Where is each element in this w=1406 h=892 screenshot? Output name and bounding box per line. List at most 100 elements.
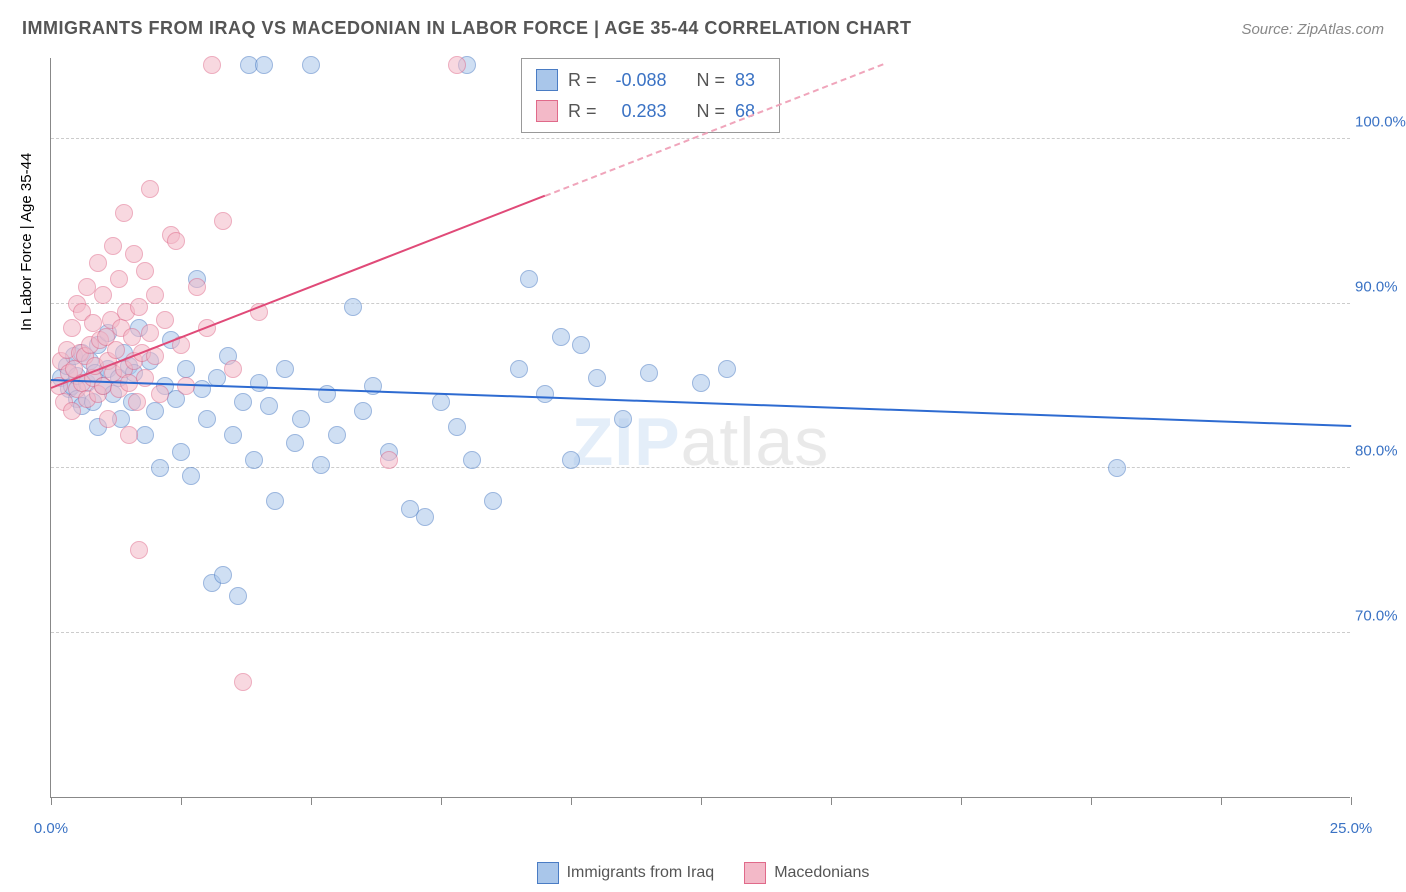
x-tick xyxy=(831,797,832,805)
data-point xyxy=(463,451,481,469)
x-tick xyxy=(1091,797,1092,805)
data-point xyxy=(229,587,247,605)
data-point xyxy=(562,451,580,469)
data-point xyxy=(136,262,154,280)
data-point xyxy=(250,374,268,392)
data-point xyxy=(588,369,606,387)
data-point xyxy=(260,397,278,415)
data-point xyxy=(692,374,710,392)
gridline xyxy=(51,632,1350,633)
data-point xyxy=(286,434,304,452)
data-point xyxy=(234,393,252,411)
data-point xyxy=(520,270,538,288)
data-point xyxy=(416,508,434,526)
x-tick xyxy=(1221,797,1222,805)
data-point xyxy=(536,385,554,403)
r-label: R = xyxy=(568,96,597,127)
data-point xyxy=(193,380,211,398)
data-point xyxy=(110,270,128,288)
data-point xyxy=(224,426,242,444)
data-point xyxy=(136,426,154,444)
data-point xyxy=(128,393,146,411)
data-point xyxy=(718,360,736,378)
data-point xyxy=(89,254,107,272)
series-swatch xyxy=(536,69,558,91)
data-point xyxy=(448,418,466,436)
data-point xyxy=(1108,459,1126,477)
legend-label: Macedonians xyxy=(774,864,869,882)
data-point xyxy=(177,360,195,378)
x-tick xyxy=(51,797,52,805)
data-point xyxy=(224,360,242,378)
data-point xyxy=(245,451,263,469)
y-tick-label: 90.0% xyxy=(1355,278,1406,295)
series-swatch xyxy=(536,100,558,122)
data-point xyxy=(146,286,164,304)
data-point xyxy=(130,298,148,316)
gridline xyxy=(51,467,1350,468)
data-point xyxy=(432,393,450,411)
correlation-stats-box: R =-0.088 N =83R =0.283 N =68 xyxy=(521,58,780,133)
watermark: ZIPatlas xyxy=(572,403,829,481)
data-point xyxy=(125,245,143,263)
data-point xyxy=(198,410,216,428)
data-point xyxy=(156,311,174,329)
data-point xyxy=(302,56,320,74)
trend-line xyxy=(51,195,546,389)
gridline xyxy=(51,303,1350,304)
data-point xyxy=(380,451,398,469)
data-point xyxy=(141,180,159,198)
x-tick xyxy=(441,797,442,805)
data-point xyxy=(344,298,362,316)
data-point xyxy=(151,385,169,403)
data-point xyxy=(234,673,252,691)
x-tick xyxy=(961,797,962,805)
x-tick xyxy=(311,797,312,805)
data-point xyxy=(354,402,372,420)
x-tick-label: 0.0% xyxy=(34,820,68,837)
y-tick-label: 100.0% xyxy=(1355,114,1406,131)
r-value: 0.283 xyxy=(607,96,667,127)
data-point xyxy=(141,324,159,342)
data-point xyxy=(510,360,528,378)
data-point xyxy=(104,237,122,255)
data-point xyxy=(640,364,658,382)
data-point xyxy=(614,410,632,428)
data-point xyxy=(255,56,273,74)
data-point xyxy=(266,492,284,510)
n-label: N = xyxy=(697,65,726,96)
legend: Immigrants from Iraq Macedonians xyxy=(0,862,1406,884)
y-tick-label: 70.0% xyxy=(1355,607,1406,624)
data-point xyxy=(214,566,232,584)
data-point xyxy=(182,467,200,485)
gridline xyxy=(51,138,1350,139)
legend-label: Immigrants from Iraq xyxy=(567,864,715,882)
data-point xyxy=(123,328,141,346)
data-point xyxy=(312,456,330,474)
data-point xyxy=(448,56,466,74)
data-point xyxy=(99,410,117,428)
legend-item: Macedonians xyxy=(744,862,869,884)
data-point xyxy=(167,232,185,250)
data-point xyxy=(94,286,112,304)
n-value: 83 xyxy=(735,65,765,96)
data-point xyxy=(214,212,232,230)
data-point xyxy=(115,204,133,222)
stats-row: R =-0.088 N =83 xyxy=(536,65,765,96)
x-tick xyxy=(1351,797,1352,805)
scatter-plot-area: ZIPatlas R =-0.088 N =83R =0.283 N =68 7… xyxy=(50,58,1350,798)
data-point xyxy=(552,328,570,346)
legend-item: Immigrants from Iraq xyxy=(537,862,715,884)
data-point xyxy=(172,443,190,461)
data-point xyxy=(130,541,148,559)
x-tick xyxy=(571,797,572,805)
data-point xyxy=(188,278,206,296)
y-axis-label: In Labor Force | Age 35-44 xyxy=(18,153,35,331)
title-bar: IMMIGRANTS FROM IRAQ VS MACEDONIAN IN LA… xyxy=(22,18,1384,39)
data-point xyxy=(328,426,346,444)
data-point xyxy=(146,402,164,420)
data-point xyxy=(151,459,169,477)
chart-title: IMMIGRANTS FROM IRAQ VS MACEDONIAN IN LA… xyxy=(22,18,912,39)
r-value: -0.088 xyxy=(607,65,667,96)
x-tick xyxy=(181,797,182,805)
